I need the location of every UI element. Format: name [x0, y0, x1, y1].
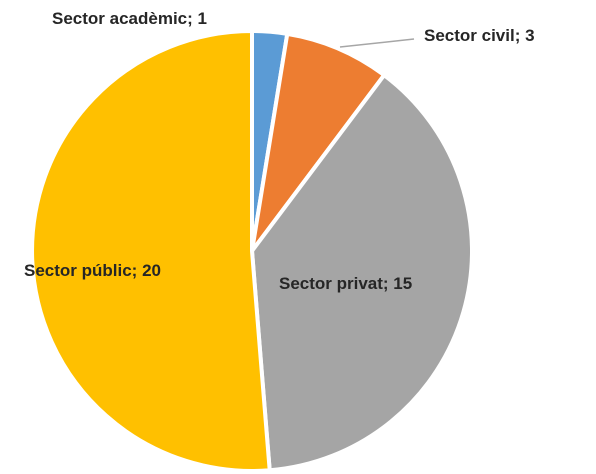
pie-slice-sector-civil — [250, 31, 387, 253]
data-labels: Sector acadèmic; 1 Sector civil; 3 Secto… — [24, 9, 535, 293]
leader-lines — [339, 38, 415, 48]
data-label-sector-privat: Sector privat; 15 — [279, 274, 412, 293]
pie-slice-sector-public — [30, 29, 272, 473]
leader-line-sector-civil — [339, 38, 415, 48]
data-label-sector-civil: Sector civil; 3 — [424, 26, 535, 45]
pie-slices — [30, 29, 474, 473]
data-label-sector-public: Sector públic; 20 — [24, 261, 161, 280]
pie-slice-sector-privat — [250, 73, 474, 473]
data-label-sector-academic: Sector acadèmic; 1 — [52, 9, 207, 28]
